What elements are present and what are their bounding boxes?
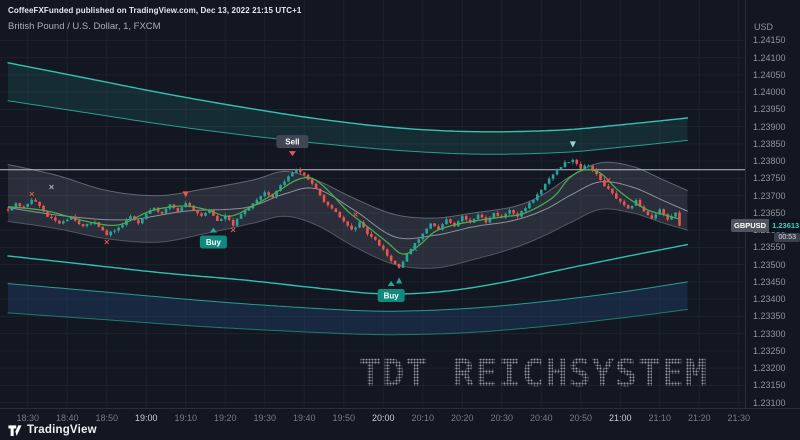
tradingview-icon [8,425,22,436]
time-axis[interactable]: 18:30 18:40 18:50 19:00 19:10 19:20 19:30 19:40… [0,408,800,440]
trade-labels: Sell Buy Buy [199,135,405,302]
time-tick: 21:30 [727,413,751,423]
attribution-text: CoffeeFXFunded published on TradingView.… [8,6,302,15]
time-tick: 20:00 [371,413,395,423]
price-tick: 1.23350 [753,311,786,322]
svg-text:Sell: Sell [285,138,299,147]
price-tick: 1.23550 [753,242,786,253]
price-tick: 1.24150 [753,35,786,46]
tradingview-logo[interactable]: TradingView [8,423,97,437]
price-tick: 1.23400 [753,294,786,305]
price-tick: 1.23200 [753,363,786,374]
price-tick: 1.24100 [753,52,786,63]
time-tick: 20:20 [450,413,474,423]
svg-text:Buy: Buy [384,291,400,300]
bar-countdown: 00:53 [774,232,800,242]
time-tick: 18:30 [16,413,40,423]
time-tick: 19:30 [253,413,277,423]
time-tick: 21:10 [648,413,672,423]
time-tick: 21:20 [687,413,711,423]
price-tick: 1.23800 [753,156,786,167]
current-price-badge: GBPUSD 1.23613 00:53 [731,218,800,242]
badge-price: 1.23613 [769,218,800,232]
price-tick: 1.23700 [753,190,786,201]
svg-text:▲: ▲ [396,276,403,285]
time-tick: 19:20 [213,413,237,423]
currency-label: USD [754,22,774,32]
signal-marks: × × × × ▼ × ▲ × ▼ × [28,139,611,284]
svg-text:Buy: Buy [206,238,222,247]
svg-text:×: × [352,210,359,219]
svg-text:×: × [28,189,35,198]
svg-text:▼: ▼ [570,139,577,148]
svg-text:×: × [605,176,612,185]
symbol-title: British Pound / U.S. Dollar, 1, FXCM [8,21,161,32]
time-tick: 21:00 [608,413,632,423]
time-tick: 18:50 [95,413,119,423]
price-tick: 1.23500 [753,259,786,270]
time-tick: 20:10 [411,413,435,423]
watermark: TDT REICHSYSTEM [358,352,708,395]
time-tick: 19:50 [332,413,356,423]
price-tick: 1.24000 [753,87,786,98]
svg-text:×: × [230,226,237,235]
price-tick: 1.23900 [753,121,786,132]
overlay-lines [7,168,680,255]
svg-text:×: × [411,245,418,254]
price-axis[interactable]: USD 1.24150 1.24100 1.24050 1.24000 1.23950 1… [731,0,800,408]
time-tick: 18:40 [55,413,79,423]
price-tick: 1.23650 [753,207,786,218]
chart-canvas[interactable]: × × × × ▼ × ▲ × ▼ × Sell Buy Buy [0,0,746,408]
chart-area[interactable]: TDT REICHSYSTEM × × × × ▼ × ▲ × ▼ × Sell Buy Buy Cof… [0,0,746,408]
tradingview-logo-text: TradingView [27,424,97,436]
time-tick: 19:10 [174,413,198,423]
band-fills [8,62,688,335]
price-tick: 1.23950 [753,104,786,115]
time-tick: 19:00 [134,413,158,423]
price-tick: 1.23300 [753,328,786,339]
price-tick: 1.23450 [753,276,786,287]
svg-text:×: × [103,238,110,247]
svg-text:×: × [48,182,55,191]
price-tick: 1.23250 [753,345,786,356]
time-tick: 20:40 [529,413,553,423]
price-tick: 1.24050 [753,69,786,80]
badge-symbol: GBPUSD [731,218,770,232]
time-tick: 20:50 [569,413,593,423]
svg-text:▼: ▼ [183,189,190,198]
grid [0,0,746,408]
price-tick: 1.23150 [753,380,786,391]
time-tick: 19:40 [292,413,316,423]
price-tick: 1.23750 [753,173,786,184]
price-tick: 1.23850 [753,138,786,149]
price-tick: 1.23100 [753,397,786,408]
time-tick: 20:30 [490,413,514,423]
